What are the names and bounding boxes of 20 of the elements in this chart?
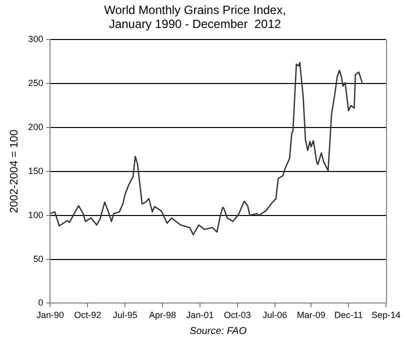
x-tick-label: Apr-98 xyxy=(149,310,176,320)
y-tick-label: 200 xyxy=(28,122,44,132)
x-tick-label: Dec-11 xyxy=(334,310,363,320)
x-tick-label: Jul-95 xyxy=(112,310,138,320)
source-note: Source: FAO xyxy=(190,326,247,337)
x-tick-label: Jul-06 xyxy=(262,310,288,320)
y-tick-label: 0 xyxy=(38,298,44,308)
x-tick-label: Sep-14 xyxy=(371,310,401,320)
y-tick-label: 150 xyxy=(28,166,44,176)
x-tick-label: Jan-01 xyxy=(186,310,214,320)
y-tick-label: 300 xyxy=(28,34,44,44)
y-tick-label: 100 xyxy=(28,210,44,220)
x-tick-label: Jan-90 xyxy=(36,310,64,320)
x-tick-label: Oct-03 xyxy=(224,310,251,320)
y-axis-title: 2002-2004 = 100 xyxy=(8,130,21,214)
x-tick-label: Mar-09 xyxy=(296,310,326,320)
x-tick-label: Oct-92 xyxy=(74,310,102,320)
y-tick-label: 50 xyxy=(33,254,44,264)
y-tick-label: 250 xyxy=(28,78,44,88)
chart-title: World Monthly Grains Price Index, January 1990 - December 2012 xyxy=(104,3,286,32)
